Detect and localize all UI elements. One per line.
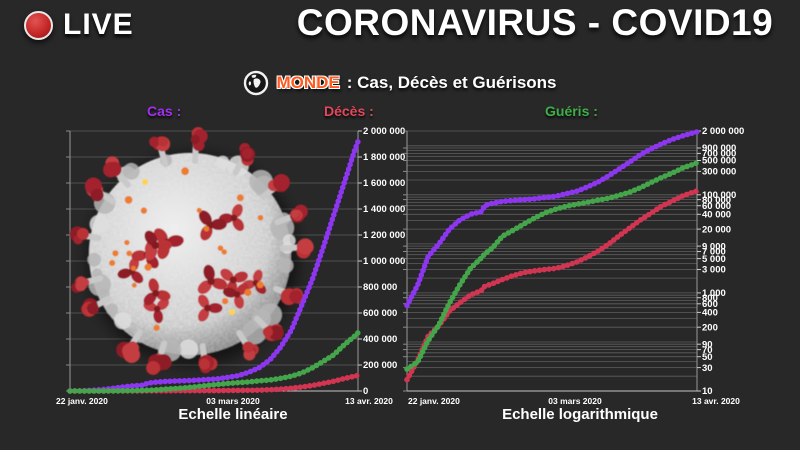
x-tick-label: 22 janv. 2020 — [56, 396, 108, 406]
y-tick-label: 10 — [702, 386, 713, 397]
y-tick-label: 0 — [363, 386, 368, 397]
y-tick-label: 1 000 — [702, 288, 726, 299]
y-tick-label: 80 000 — [702, 195, 731, 206]
y-tick-label: 300 000 — [702, 167, 736, 178]
y-tick-label: 100 000 — [702, 190, 736, 201]
subtitle-caption: : Cas, Décès et Guérisons — [346, 73, 557, 92]
series-cas-curve — [404, 129, 700, 309]
y-tick-label: 200 000 — [363, 360, 397, 371]
y-tick-label: 800 — [702, 293, 718, 304]
y-tick-label: 900 000 — [702, 143, 736, 154]
chart-title: Echelle logarithmique — [502, 406, 658, 423]
y-tick-label: 7 000 — [702, 247, 726, 258]
series-cas-curve — [67, 138, 361, 394]
subtitle-region: MONDE — [276, 73, 340, 92]
y-tick-label: 1 200 000 — [363, 230, 405, 241]
page-title: CORONAVIRUS - COVID19 — [296, 2, 774, 43]
subtitle: MONDE : Cas, Décès et Guérisons — [0, 70, 800, 96]
y-tick-label: 1 600 000 — [363, 178, 405, 189]
y-tick-label: 400 — [702, 308, 718, 319]
y-tick-label: 5 000 — [702, 254, 726, 265]
x-tick-label: 13 avr. 2020 — [345, 396, 393, 406]
y-tick-label: 40 000 — [702, 210, 731, 221]
x-tick-labels: 22 janv. 2020 03 mars 2020 13 avr. 2020 — [56, 396, 393, 406]
y-tick-label: 500 000 — [702, 156, 736, 167]
y-tick-label: 700 000 — [702, 149, 736, 160]
y-tick-label: 200 — [702, 322, 718, 333]
y-tick-label: 90 — [702, 339, 713, 350]
x-tick-label: 03 mars 2020 — [206, 396, 260, 406]
y-tick-labels: 2 000 000 1 800 000 1 600 000 1 400 000 1 20… — [363, 126, 405, 397]
y-tick-label: 60 000 — [702, 201, 731, 212]
x-tick-label: 13 avr. 2020 — [692, 396, 740, 406]
legend-deces: Décès : — [324, 103, 374, 119]
legend-cas: Cas : — [147, 103, 182, 119]
x-tick-labels: 22 janv. 2020 03 mars 2020 13 avr. 2020 — [408, 396, 740, 406]
live-badge: LIVE — [24, 8, 134, 42]
y-tick-label: 1 000 000 — [363, 256, 405, 267]
globe-icon — [244, 70, 269, 96]
linear-chart: 2 000 000 1 800 000 1 600 000 1 400 000 1 20… — [56, 126, 405, 423]
y-tick-label: 9 000 — [702, 241, 726, 252]
x-tick-label: 22 janv. 2020 — [408, 396, 460, 406]
gridlines — [407, 130, 697, 392]
y-tick-label: 3 000 — [702, 265, 726, 276]
live-dot-icon — [24, 10, 53, 40]
y-tick-label: 30 — [702, 363, 713, 374]
y-tick-label: 600 000 — [363, 308, 397, 319]
y-tick-label: 2 000 000 — [702, 126, 744, 137]
y-tick-label: 2 000 000 — [363, 126, 405, 137]
series-deces-curve — [404, 188, 700, 383]
y-tick-label: 20 000 — [702, 224, 731, 235]
axes — [403, 130, 701, 392]
live-label: LIVE — [63, 8, 134, 41]
y-tick-label: 1 800 000 — [363, 152, 405, 163]
legend-gueris: Guéris : — [545, 103, 598, 119]
series-gueris-curve — [67, 329, 361, 394]
y-tick-label: 50 — [702, 352, 713, 363]
y-tick-label: 1 400 000 — [363, 204, 405, 215]
y-tick-label: 70 — [702, 345, 713, 356]
y-tick-label: 600 — [702, 299, 718, 310]
y-tick-label: 800 000 — [363, 282, 397, 293]
series-gueris-curve — [404, 160, 700, 372]
x-tick-label: 03 mars 2020 — [548, 396, 602, 406]
y-tick-label: 400 000 — [363, 334, 397, 345]
chart-title: Echelle linéaire — [178, 406, 287, 423]
coronavirus-image — [69, 127, 314, 375]
